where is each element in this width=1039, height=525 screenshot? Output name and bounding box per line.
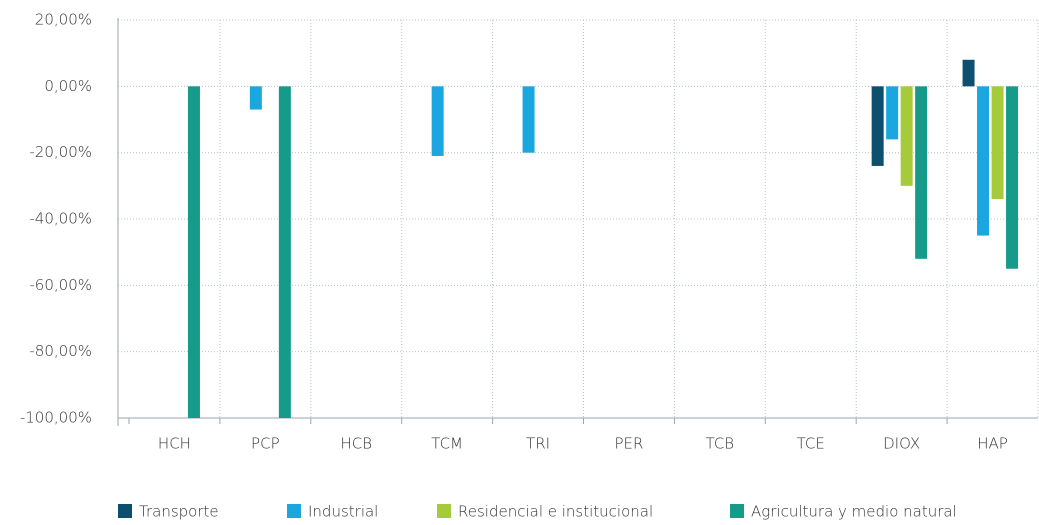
legend-swatch — [730, 504, 744, 518]
y-tick-label: -60,00% — [29, 276, 92, 294]
y-tick-label: 0,00% — [44, 77, 92, 95]
y-tick-label: -20,00% — [29, 143, 92, 161]
legend-label: Transporte — [139, 503, 219, 521]
bar — [900, 86, 913, 186]
bar — [977, 86, 990, 236]
legend-swatch — [287, 504, 301, 518]
bar — [886, 86, 899, 140]
bar — [915, 86, 928, 259]
bar — [431, 86, 444, 156]
bar — [1006, 86, 1019, 269]
x-tick-label: DIOX — [883, 435, 920, 453]
x-tick-label: TCM — [431, 435, 463, 453]
y-tick-label: -80,00% — [29, 342, 92, 360]
x-tick-label: HAP — [977, 435, 1008, 453]
y-tick-label: -40,00% — [29, 210, 92, 228]
legend-swatch — [437, 504, 451, 518]
legend-label: Agricultura y medio natural — [751, 503, 957, 521]
bar — [278, 86, 291, 418]
x-tick-label: TRI — [526, 435, 550, 453]
x-tick-label: HCB — [340, 435, 372, 453]
x-tick-label: PCP — [251, 435, 280, 453]
bar — [249, 86, 262, 110]
legend-label: Residencial e institucional — [458, 503, 653, 521]
bar — [522, 86, 535, 153]
x-tick-label: TCE — [797, 435, 825, 453]
bar — [991, 86, 1004, 200]
bar — [871, 86, 884, 166]
legend-swatch — [118, 504, 132, 518]
x-tick-label: HCH — [158, 435, 191, 453]
bar — [187, 86, 200, 418]
y-tick-label: 20,00% — [35, 11, 92, 29]
bar — [962, 59, 975, 87]
x-tick-label: TCB — [706, 435, 735, 453]
y-tick-label: -100,00% — [20, 409, 92, 427]
legend-label: Industrial — [308, 503, 378, 521]
x-tick-label: PER — [614, 435, 643, 453]
